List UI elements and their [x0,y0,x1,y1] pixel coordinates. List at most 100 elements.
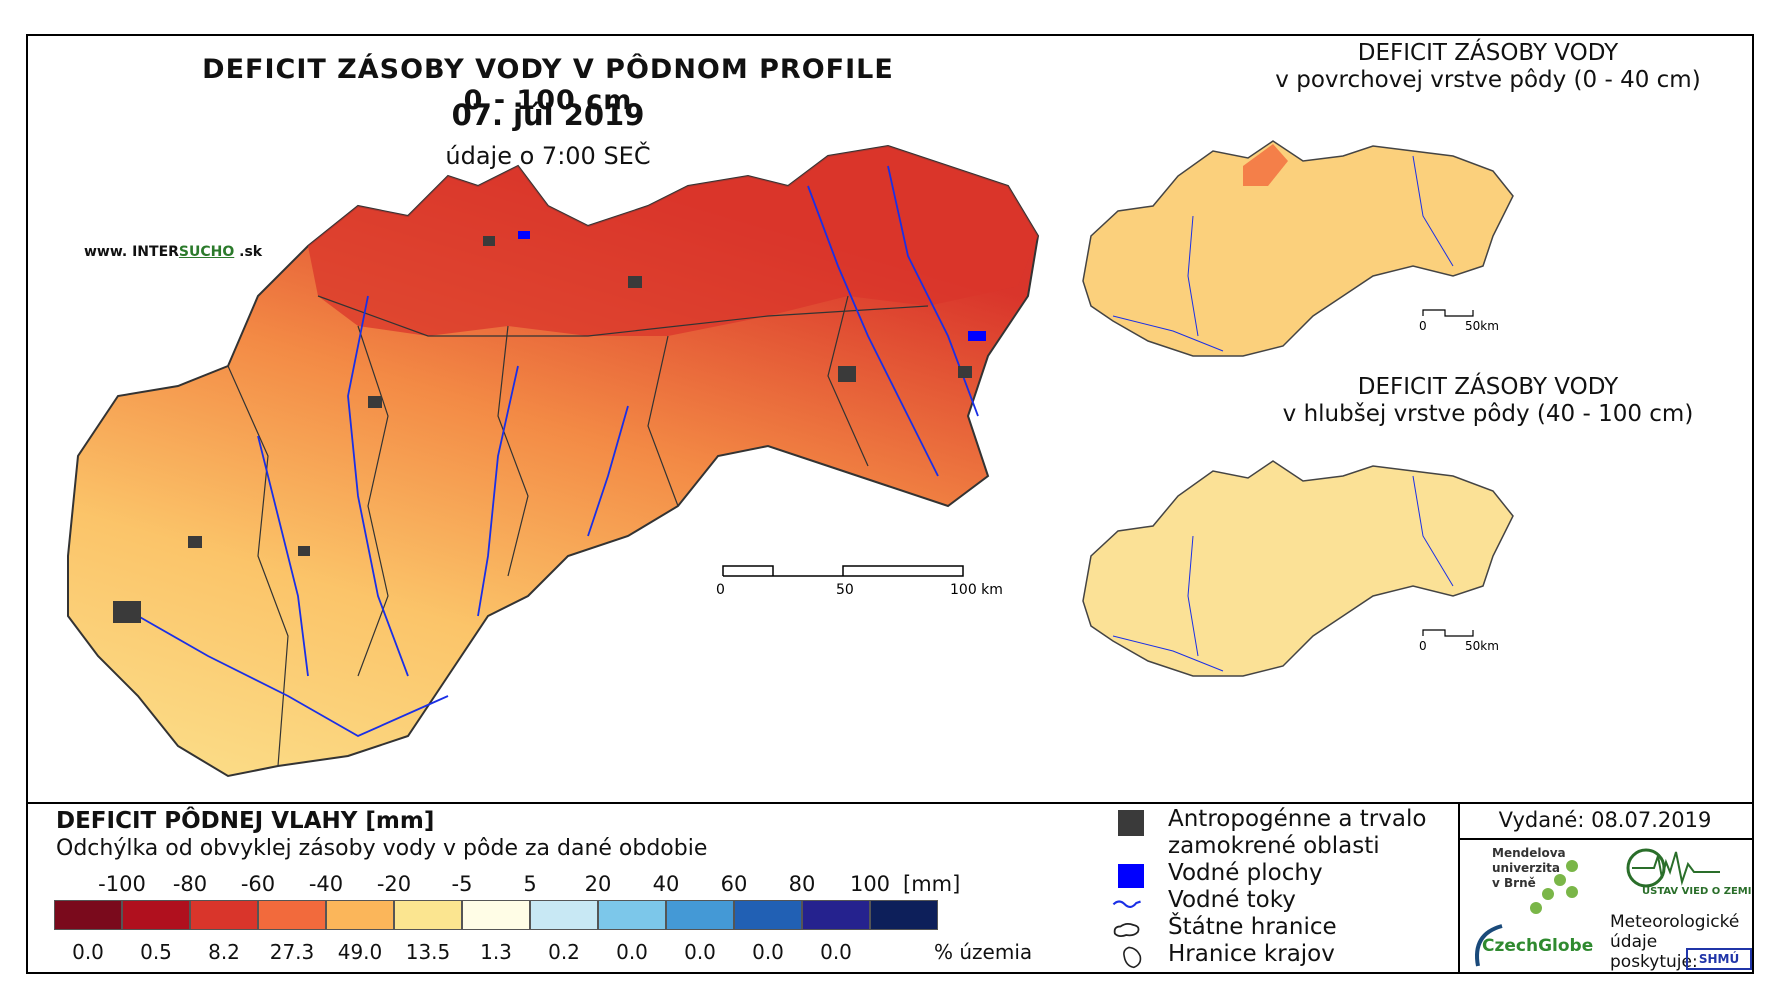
inset-top-rivers [1112,155,1454,352]
legend-swatch [734,900,802,930]
symbol-anthropogenic-line1: Antropogénne a trvalo [1168,806,1427,832]
legend-swatch [598,900,666,930]
water-body-icon [1118,864,1144,888]
legend-class-label: 40 [652,872,680,896]
legend-percentage: 13.5 [405,940,451,964]
legend-percentage: 0.0 [820,940,852,964]
legend-percentage: 0.0 [684,940,716,964]
legend-swatch [394,900,462,930]
legend-class-label: 100 [849,872,891,896]
inset-bottom-country-shape [1082,460,1514,677]
inset-bottom-title: DEFICIT ZÁSOBY VODY v hlubšej vrstve pôd… [1238,374,1738,428]
legend-title: DEFICIT PÔDNEJ VLAHY [mm] [56,808,435,834]
ustav-logo-icon [1626,848,1720,888]
ustav-logo-text: ÚSTAV VIED O ZEMI [1642,886,1752,897]
meteo-note-line1: Meteorologické [1610,912,1740,932]
legend-percentage: 0.5 [140,940,172,964]
inset-top-country-shape [1082,140,1514,357]
main-scale-label-100: 100 km [950,582,1003,598]
inset-top-title-line1: DEFICIT ZÁSOBY VODY [1357,40,1619,66]
mendel-line2: univerzita [1492,861,1561,875]
main-date: 07. júl 2019 [451,98,645,132]
legend-class-label: -100 [98,872,146,896]
legend-swatch [530,900,598,930]
website-highlight: SUCHO [178,244,235,260]
mendel-line1: Mendelova [1492,846,1566,860]
symbol-water-bodies: Vodné plochy [1118,860,1448,888]
main-urban-areas [113,236,972,623]
map-frame: DEFICIT ZÁSOBY VODY V PÔDNOM PROFILE 0 -… [26,34,1754,974]
inset-top-title: DEFICIT ZÁSOBY VODY v povrchovej vrstve … [1238,40,1738,94]
website-prefix: www. INTER [84,244,179,260]
symbol-state-border-label: Štátne hranice [1168,914,1337,940]
shmu-logo: SHMÚ [1686,948,1752,970]
legend-percentage: 8.2 [208,940,240,964]
legend-swatch [122,900,190,930]
legend-class-label: 20 [584,872,612,896]
state-border-icon [1113,922,1140,938]
legend-class-label: 80 [788,872,816,896]
meteo-note: Meteorologické údaje poskytuje: [1610,912,1739,972]
legend-percentage: 0.0 [616,940,648,964]
main-scale-label-0: 0 [716,582,725,598]
inset-bottom-title-line1: DEFICIT ZÁSOBY VODY [1357,374,1619,400]
main-map: 0 50 100 km [67,144,1040,778]
main-scale-bar [722,565,964,577]
legend-swatches [54,900,938,930]
meteo-note-line3: poskytuje: [1610,952,1698,972]
symbol-region-border-label: Hranice krajov [1168,941,1335,967]
legend-class-label: -80 [172,872,208,896]
inset-top-scale-50: 50km [1465,319,1499,333]
mendel-dots-icon [1530,860,1578,914]
symbols-legend: Antropogénne a trvalo zamokrené oblasti … [1112,806,1448,969]
legend-separator [1458,802,1460,972]
legend-swatch [326,900,394,930]
legend-unit-label: [mm] [903,872,961,896]
legend-class-label: -5 [451,872,473,896]
river-line-icon [1112,900,1141,908]
inset-bottom-scale-50: 50km [1465,639,1499,653]
symbol-region-border: Hranice krajov [1118,941,1448,969]
inset-bottom-scale-bar [1422,629,1474,637]
legend-band [28,802,1752,972]
legend-class-label: -20 [376,872,412,896]
legend-percentage: 1.3 [480,940,512,964]
legend-swatch [54,900,122,930]
mendel-line3: v Brně [1492,876,1536,890]
symbol-rivers: Vodné toky [1112,887,1448,914]
website-link[interactable]: www. INTERSUCHO .sk [84,244,262,260]
symbol-rivers-label: Vodné toky [1168,887,1296,913]
legend-swatch [258,900,326,930]
legend-swatch [190,900,258,930]
legend-swatch [666,900,734,930]
legend-swatch [462,900,530,930]
legend-percentage: 0.2 [548,940,580,964]
legend-swatch [870,900,938,930]
inset-top-deficit-spot [1243,144,1288,186]
main-north-deficit-zone [308,146,1038,336]
legend-percentage: 49.0 [337,940,383,964]
legend-class-label: 60 [720,872,748,896]
legend-subtitle: Odchýlka od obvyklej zásoby vody v pôde … [56,836,708,861]
legend-swatch [802,900,870,930]
inset-bottom-rivers [1112,475,1454,672]
inset-bottom-scale-0: 0 [1419,639,1427,653]
legend-percentage: 0.0 [72,940,104,964]
legend-percentage: 27.3 [269,940,315,964]
meteo-note-line2: údaje [1610,932,1658,952]
czechglobe-text: CzechGlobe [1482,936,1594,956]
inset-bottom-title-line2: v hlubšej vrstve pôdy (40 - 100 cm) [1282,401,1694,427]
inset-top-map: 0 50km [1082,140,1514,357]
inset-top-title-line2: v povrchovej vrstve pôdy (0 - 40 cm) [1275,67,1701,93]
czechglobe-logo: CzechGlobe [1468,920,1598,976]
symbol-state-border: Štátne hranice [1113,914,1448,941]
mendel-logo: Mendelova univerzita v Brně [1492,846,1566,891]
issued-date: Vydané: 08.07.2019 [1458,802,1752,840]
region-border-icon [1123,946,1142,969]
symbol-anthropogenic: Antropogénne a trvalo zamokrené oblasti [1118,806,1448,860]
legend-percentage: 0.0 [752,940,784,964]
legend-percent-label: % územia [934,940,1033,964]
inset-top-scale-bar [1422,309,1474,317]
anthropogenic-icon [1118,810,1144,836]
main-time-note: údaje o 7:00 SEČ [445,142,651,170]
